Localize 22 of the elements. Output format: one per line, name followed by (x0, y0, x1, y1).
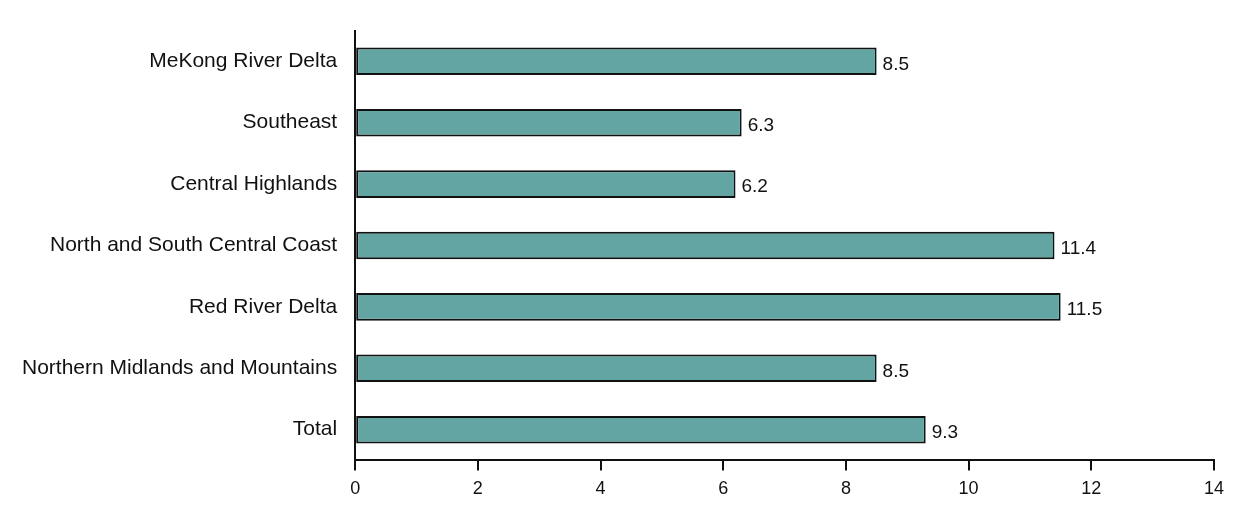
y-tick-label: Southeast (242, 109, 338, 133)
x-tick-label: 0 (350, 478, 361, 499)
x-tick-label: 6 (718, 478, 729, 499)
data-label: 8.5 (882, 52, 910, 74)
data-label: 11.4 (1060, 236, 1097, 258)
x-tick-label: 12 (1081, 478, 1102, 499)
data-label: 6.3 (747, 113, 775, 135)
data-label: 8.5 (882, 359, 910, 381)
y-tick-label: Northern Midlands and Mountains (21, 355, 338, 379)
x-tick-label: 10 (958, 478, 979, 499)
y-tick-label: Total (292, 416, 338, 440)
data-label: 9.3 (931, 420, 959, 442)
y-tick-label: MeKong River Delta (149, 48, 338, 72)
y-tick-label: North and South Central Coast (50, 232, 338, 256)
x-tick-label: 4 (595, 478, 606, 499)
y-tick-label: Red River Delta (188, 293, 338, 317)
x-tick-label: 2 (472, 478, 483, 499)
y-tick-label: Central Highlands (170, 170, 338, 194)
x-tick-label: 14 (1203, 478, 1225, 499)
data-label: 6.2 (741, 175, 768, 197)
data-label: 11.5 (1066, 298, 1103, 320)
x-tick-label: 8 (840, 478, 851, 499)
